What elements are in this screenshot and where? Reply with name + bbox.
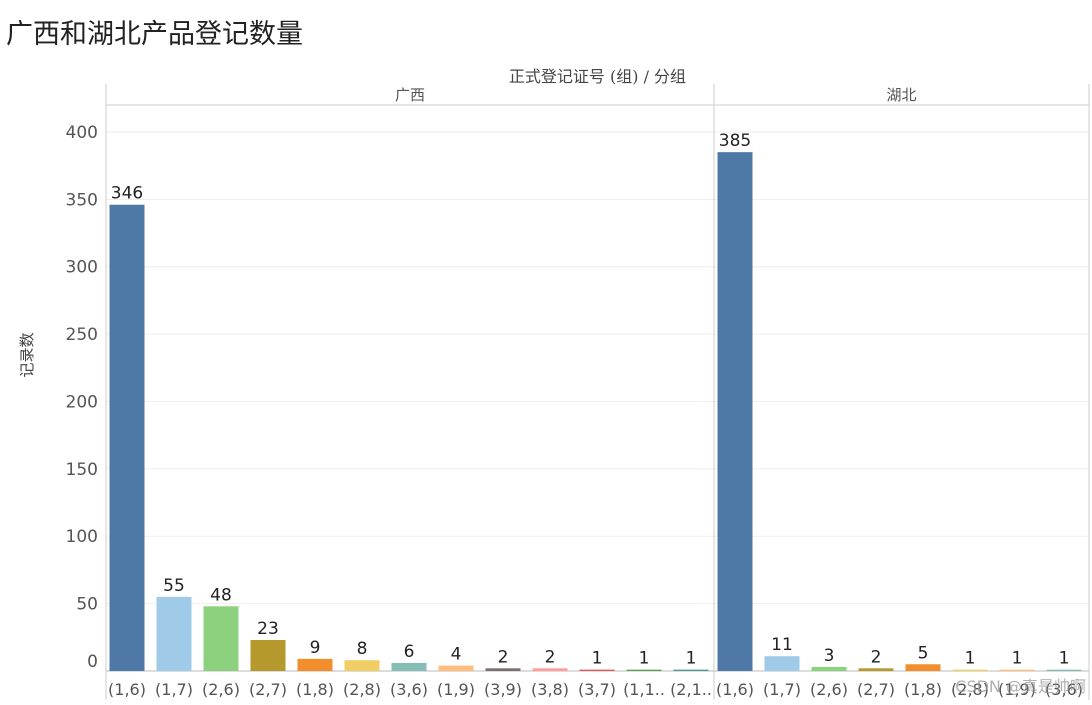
y-tick-label: 100 bbox=[66, 527, 98, 547]
bar bbox=[391, 662, 427, 671]
panel-header-label: 广西 bbox=[395, 86, 425, 104]
x-tick-label: (3,6) bbox=[390, 680, 428, 699]
data-label: 2 bbox=[871, 647, 882, 667]
bar bbox=[811, 666, 847, 671]
data-label: 1 bbox=[1012, 649, 1023, 669]
data-label: 385 bbox=[719, 131, 751, 151]
x-tick-label: (3,9) bbox=[484, 680, 522, 699]
x-tick-label: (1,7) bbox=[155, 680, 193, 699]
bar bbox=[764, 656, 800, 671]
x-tick-label: (1,8) bbox=[296, 680, 334, 699]
data-label: 23 bbox=[257, 619, 279, 639]
x-tick-label: (2,7) bbox=[249, 680, 287, 699]
data-label: 1 bbox=[1059, 649, 1070, 669]
bar bbox=[485, 668, 521, 671]
y-tick-label: 0 bbox=[87, 652, 98, 672]
column-header: 正式登记证号 (组) / 分组 bbox=[508, 67, 687, 86]
y-tick-label: 300 bbox=[66, 258, 98, 278]
bar bbox=[999, 669, 1035, 671]
y-tick-label: 50 bbox=[76, 595, 98, 615]
bar bbox=[297, 658, 333, 671]
data-label: 11 bbox=[771, 635, 793, 655]
bar bbox=[905, 664, 941, 671]
bar bbox=[156, 596, 192, 671]
bar bbox=[673, 669, 709, 671]
data-label: 2 bbox=[545, 647, 556, 667]
y-tick-label: 200 bbox=[66, 392, 98, 412]
x-tick-label: (2,6) bbox=[810, 680, 848, 699]
bar bbox=[952, 669, 988, 671]
x-tick-label: (1,6) bbox=[108, 680, 146, 699]
x-tick-label: (1,9) bbox=[437, 680, 475, 699]
data-label: 5 bbox=[918, 643, 929, 663]
data-label: 48 bbox=[210, 585, 232, 605]
x-tick-label: (1,1.. bbox=[623, 680, 665, 699]
x-tick-label: (2,8) bbox=[951, 680, 989, 699]
bar bbox=[858, 668, 894, 671]
x-tick-label: (1,6) bbox=[716, 680, 754, 699]
x-tick-label: (1,7) bbox=[763, 680, 801, 699]
data-label: 1 bbox=[686, 649, 697, 669]
data-label: 55 bbox=[163, 576, 185, 596]
x-tick-label: (2,7) bbox=[857, 680, 895, 699]
watermark: CSDN @真是帅啊 bbox=[955, 677, 1086, 696]
data-label: 9 bbox=[310, 638, 321, 658]
chart-title: 广西和湖北产品登记数量 bbox=[6, 19, 303, 50]
x-tick-label: (2,6) bbox=[202, 680, 240, 699]
data-label: 1 bbox=[965, 649, 976, 669]
x-tick-label: (2,1.. bbox=[670, 680, 712, 699]
y-tick-label: 400 bbox=[66, 123, 98, 143]
y-tick-label: 150 bbox=[66, 460, 98, 480]
data-label: 6 bbox=[404, 642, 415, 662]
data-label: 2 bbox=[498, 647, 509, 667]
bar bbox=[579, 669, 615, 671]
bar bbox=[109, 204, 145, 671]
x-tick-label: (3,6) bbox=[1045, 680, 1083, 699]
x-tick-label: (2,8) bbox=[343, 680, 381, 699]
x-tick-label: (3,8) bbox=[531, 680, 569, 699]
x-tick-label: (3,7) bbox=[578, 680, 616, 699]
y-tick-label: 350 bbox=[66, 190, 98, 210]
data-label: 4 bbox=[451, 645, 462, 665]
data-label: 8 bbox=[357, 639, 368, 659]
x-tick-label: (1,8) bbox=[904, 680, 942, 699]
data-label: 346 bbox=[111, 184, 143, 204]
bar bbox=[717, 152, 753, 671]
data-label: 1 bbox=[592, 649, 603, 669]
panel-header-label: 湖北 bbox=[886, 86, 916, 104]
data-label: 3 bbox=[824, 646, 835, 666]
bar bbox=[1046, 669, 1082, 671]
bar bbox=[250, 640, 286, 671]
bar bbox=[532, 668, 568, 671]
data-label: 1 bbox=[639, 649, 650, 669]
y-tick-label: 250 bbox=[66, 325, 98, 345]
bar bbox=[626, 669, 662, 671]
x-tick-label: (1,9) bbox=[998, 680, 1036, 699]
bar bbox=[344, 660, 380, 671]
bar bbox=[438, 665, 474, 671]
bar bbox=[203, 606, 239, 671]
